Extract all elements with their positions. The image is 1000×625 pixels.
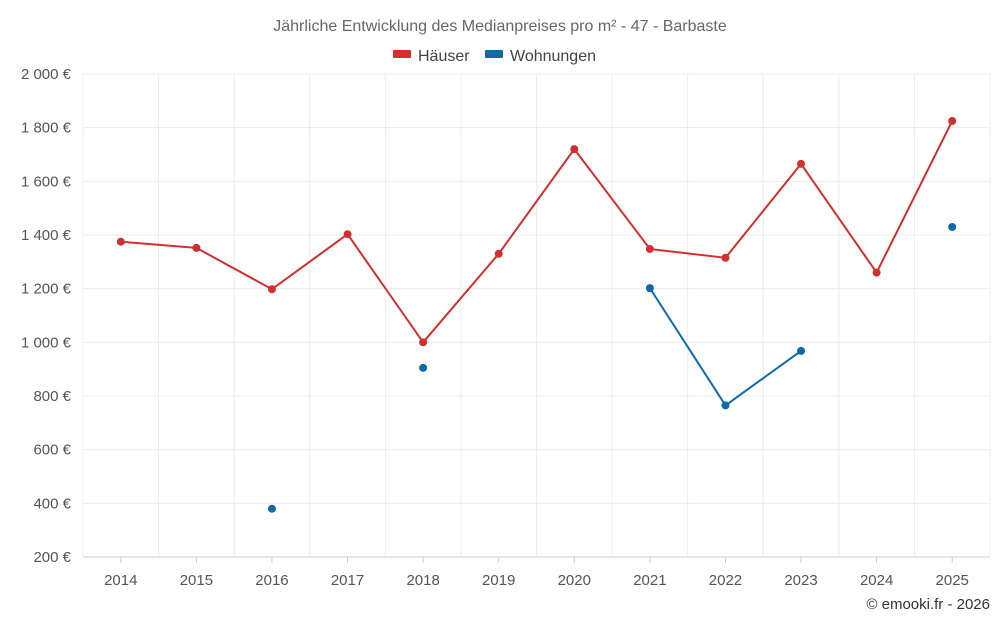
data-point-wohnungen-2021[interactable] (645, 284, 654, 293)
data-point-haeuser-2016[interactable] (267, 285, 276, 294)
axes: 200 € 400 € 600 € 800 € 1 000 € 1 200 € 1 400 … (21, 66, 969, 589)
data-point-haeuser-2022[interactable] (721, 253, 730, 262)
legend-item-wohnungen[interactable]: Wohnungen (485, 48, 596, 65)
data-point-haeuser-2024[interactable] (872, 268, 881, 277)
data-point-haeuser-2018[interactable] (419, 338, 428, 347)
data-point-haeuser-2017[interactable] (343, 230, 352, 239)
y-tick-label: 1 400 € (21, 227, 72, 244)
x-tick-label: 2020 (558, 572, 591, 589)
legend[interactable]: Häuser Wohnungen (393, 48, 596, 65)
x-tick-label: 2019 (482, 572, 515, 589)
series-line-wohnungen (648, 287, 803, 407)
data-point-wohnungen-2016[interactable] (267, 504, 276, 513)
y-tick-label: 1 000 € (21, 334, 72, 351)
series-wohnungen (267, 222, 957, 513)
x-tick-label: 2022 (709, 572, 742, 589)
legend-item-haeuser[interactable]: Häuser (393, 48, 470, 65)
y-tick-label: 2 000 € (21, 66, 72, 83)
y-tick-label: 600 € (33, 442, 71, 459)
data-point-haeuser-2019[interactable] (494, 249, 503, 258)
x-tick-label: 2018 (406, 572, 439, 589)
data-point-wohnungen-2023[interactable] (797, 346, 806, 355)
data-point-wohnungen-2025[interactable] (948, 222, 957, 231)
credit-text: © emooki.fr - 2026 (866, 596, 990, 613)
data-point-haeuser-2015[interactable] (192, 243, 201, 252)
data-point-wohnungen-2022[interactable] (721, 401, 730, 410)
data-point-haeuser-2025[interactable] (948, 116, 957, 125)
x-tick-label: 2014 (104, 572, 137, 589)
legend-label-wohnungen: Wohnungen (510, 48, 596, 65)
x-tick-label: 2024 (860, 572, 893, 589)
x-tick-label: 2025 (936, 572, 969, 589)
data-point-haeuser-2014[interactable] (116, 237, 125, 246)
y-tick-label: 200 € (33, 549, 71, 566)
data-point-haeuser-2021[interactable] (645, 244, 654, 253)
x-tick-label: 2016 (255, 572, 288, 589)
series-line-haeuser (119, 119, 954, 344)
legend-swatch-wohnungen (485, 50, 503, 58)
data-point-wohnungen-2018[interactable] (419, 363, 428, 372)
y-tick-label: 400 € (33, 495, 71, 512)
legend-swatch-haeuser (393, 50, 411, 58)
y-tick-label: 1 800 € (21, 120, 72, 137)
data-point-haeuser-2020[interactable] (570, 145, 579, 154)
x-tick-label: 2015 (180, 572, 213, 589)
legend-label-haeuser: Häuser (418, 48, 470, 65)
y-tick-label: 1 200 € (21, 281, 72, 298)
y-tick-label: 800 € (33, 388, 71, 405)
series-haeuser (116, 116, 957, 347)
grid (82, 73, 991, 558)
x-tick-label: 2017 (331, 572, 364, 589)
series (116, 116, 957, 513)
x-tick-label: 2021 (633, 572, 666, 589)
chart-title: Jährliche Entwicklung des Medianpreises … (273, 18, 727, 35)
x-tick-label: 2023 (784, 572, 817, 589)
y-tick-label: 1 600 € (21, 173, 72, 190)
data-point-haeuser-2023[interactable] (797, 159, 806, 168)
